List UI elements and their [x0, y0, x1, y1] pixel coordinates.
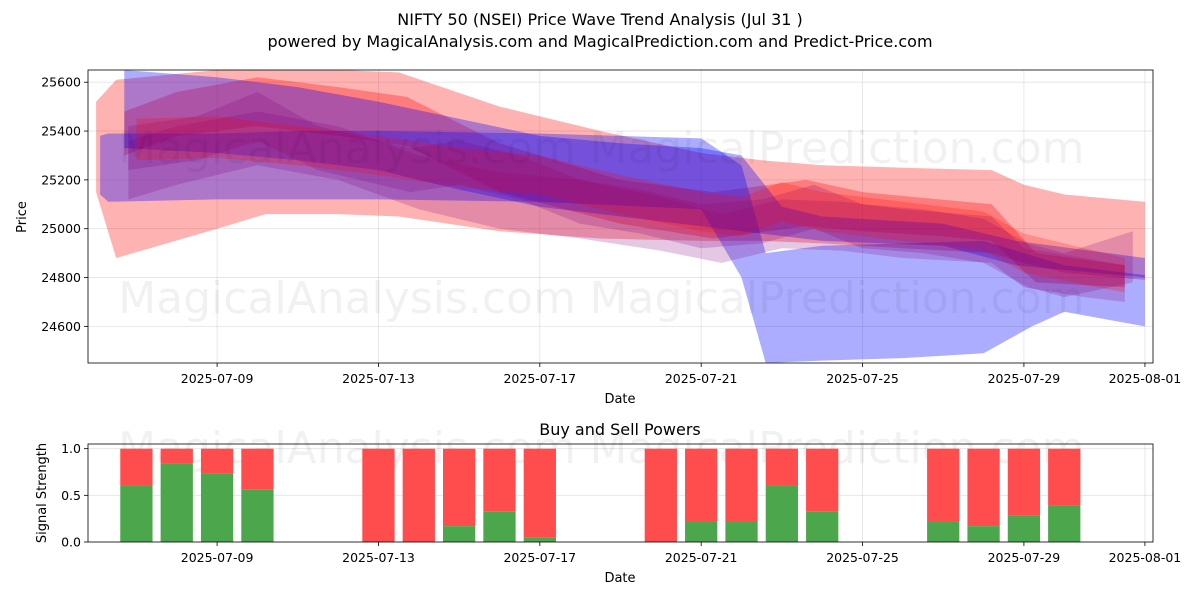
sell-power-bar	[1048, 448, 1081, 506]
sell-power-bar	[241, 448, 274, 490]
buy-power-bar	[443, 526, 476, 542]
wave-band	[124, 70, 1145, 278]
sell-power-bar	[120, 448, 153, 486]
buy-power-bar	[765, 485, 798, 542]
sell-power-bar	[200, 448, 234, 474]
price-y-axis: 24600 24800 25000 25200 25400 25600	[41, 75, 88, 334]
x-tick-label: 2025-08-01	[1109, 550, 1182, 565]
buy-power-bar	[725, 521, 758, 542]
price-x-axis: 2025-07-09 2025-07-13 2025-07-17 2025-07-21…	[181, 363, 1181, 386]
watermark-text: MagicalPrediction.com	[590, 123, 1085, 174]
x-tick-label: 2025-07-25	[826, 550, 899, 565]
buy-sell-power-chart: Buy and Sell Powers MagicalAnalysis.com …	[35, 420, 1181, 586]
x-tick-label: 2025-07-09	[181, 371, 254, 386]
x-tick-label: 2025-07-13	[342, 550, 415, 565]
y-tick-label: 25200	[41, 172, 81, 187]
y-tick-label: 1.0	[61, 441, 81, 456]
power-bars	[120, 448, 1081, 542]
x-tick-label: 2025-07-21	[665, 550, 738, 565]
power-chart-title: Buy and Sell Powers	[539, 420, 701, 439]
sell-power-bar	[725, 448, 758, 522]
wave-band	[136, 116, 1125, 293]
power-x-label: Date	[604, 571, 635, 586]
sell-power-bar	[644, 448, 677, 542]
x-tick-label: 2025-07-17	[503, 371, 576, 386]
y-tick-label: 25000	[41, 221, 81, 236]
chart-title: NIFTY 50 (NSEI) Price Wave Trend Analysi…	[397, 10, 803, 29]
price-wave-bands	[96, 70, 1145, 363]
price-x-label: Date	[604, 392, 635, 407]
buy-power-bar	[483, 511, 516, 542]
y-tick-label: 25400	[41, 124, 81, 139]
buy-power-bar	[241, 489, 274, 542]
x-tick-label: 2025-07-13	[342, 371, 415, 386]
buy-power-bar	[685, 521, 718, 542]
buy-power-bar	[806, 511, 839, 542]
price-wave-chart: MagicalAnalysis.com MagicalPrediction.co…	[15, 69, 1181, 407]
y-tick-label: 24800	[41, 270, 81, 285]
sell-power-bar	[160, 448, 193, 464]
y-tick-label: 24600	[41, 319, 81, 334]
power-y-label: Signal Strength	[35, 443, 50, 543]
sell-power-bar	[765, 448, 798, 486]
buy-power-bar	[523, 537, 556, 542]
buy-power-bar	[1007, 515, 1041, 542]
watermark-text: MagicalAnalysis.com	[118, 273, 576, 324]
sell-power-bar	[523, 448, 556, 538]
wave-band	[128, 92, 1133, 298]
sell-power-bar	[967, 448, 1000, 527]
x-tick-label: 2025-07-29	[988, 550, 1061, 565]
sell-power-bar	[443, 448, 476, 527]
buy-power-bar	[120, 485, 153, 542]
sell-power-bar	[362, 448, 395, 542]
sell-power-bar	[1007, 448, 1041, 516]
watermark-text: MagicalAnalysis.com	[118, 123, 576, 174]
y-tick-label: 0.5	[61, 488, 81, 503]
buy-power-bar	[1048, 505, 1081, 542]
sell-power-bar	[402, 448, 435, 542]
wave-band	[96, 70, 1145, 280]
chart-subtitle: powered by MagicalAnalysis.com and Magic…	[267, 32, 932, 51]
buy-power-bar	[160, 463, 193, 542]
wave-band	[100, 131, 1145, 363]
sell-power-bar	[806, 448, 839, 512]
power-plot-frame	[87, 443, 1154, 543]
wave-band	[128, 111, 1125, 302]
sell-power-bar	[685, 448, 718, 522]
price-watermarks: MagicalAnalysis.com MagicalPrediction.co…	[118, 123, 1084, 324]
y-tick-label: 0.0	[61, 535, 81, 550]
x-tick-label: 2025-07-29	[988, 371, 1061, 386]
buy-power-bar	[927, 521, 960, 542]
price-plot-frame	[87, 69, 1154, 364]
buy-power-bar	[200, 473, 234, 542]
sell-power-bar	[483, 448, 516, 512]
power-x-axis: 2025-07-09 2025-07-13 2025-07-17 2025-07-21…	[181, 542, 1181, 565]
price-y-label: Price	[15, 201, 30, 233]
x-tick-label: 2025-08-01	[1109, 371, 1182, 386]
power-y-axis: 0.0 0.5 1.0	[61, 441, 88, 550]
wave-band	[124, 77, 1125, 288]
x-tick-label: 2025-07-25	[826, 371, 899, 386]
price-grid	[88, 70, 1153, 363]
y-tick-label: 25600	[41, 75, 81, 90]
x-tick-label: 2025-07-09	[181, 550, 254, 565]
x-tick-label: 2025-07-17	[503, 550, 576, 565]
watermark-text: MagicalPrediction.com	[590, 273, 1085, 324]
buy-power-bar	[967, 526, 1000, 542]
sell-power-bar	[927, 448, 960, 522]
x-tick-label: 2025-07-21	[665, 371, 738, 386]
